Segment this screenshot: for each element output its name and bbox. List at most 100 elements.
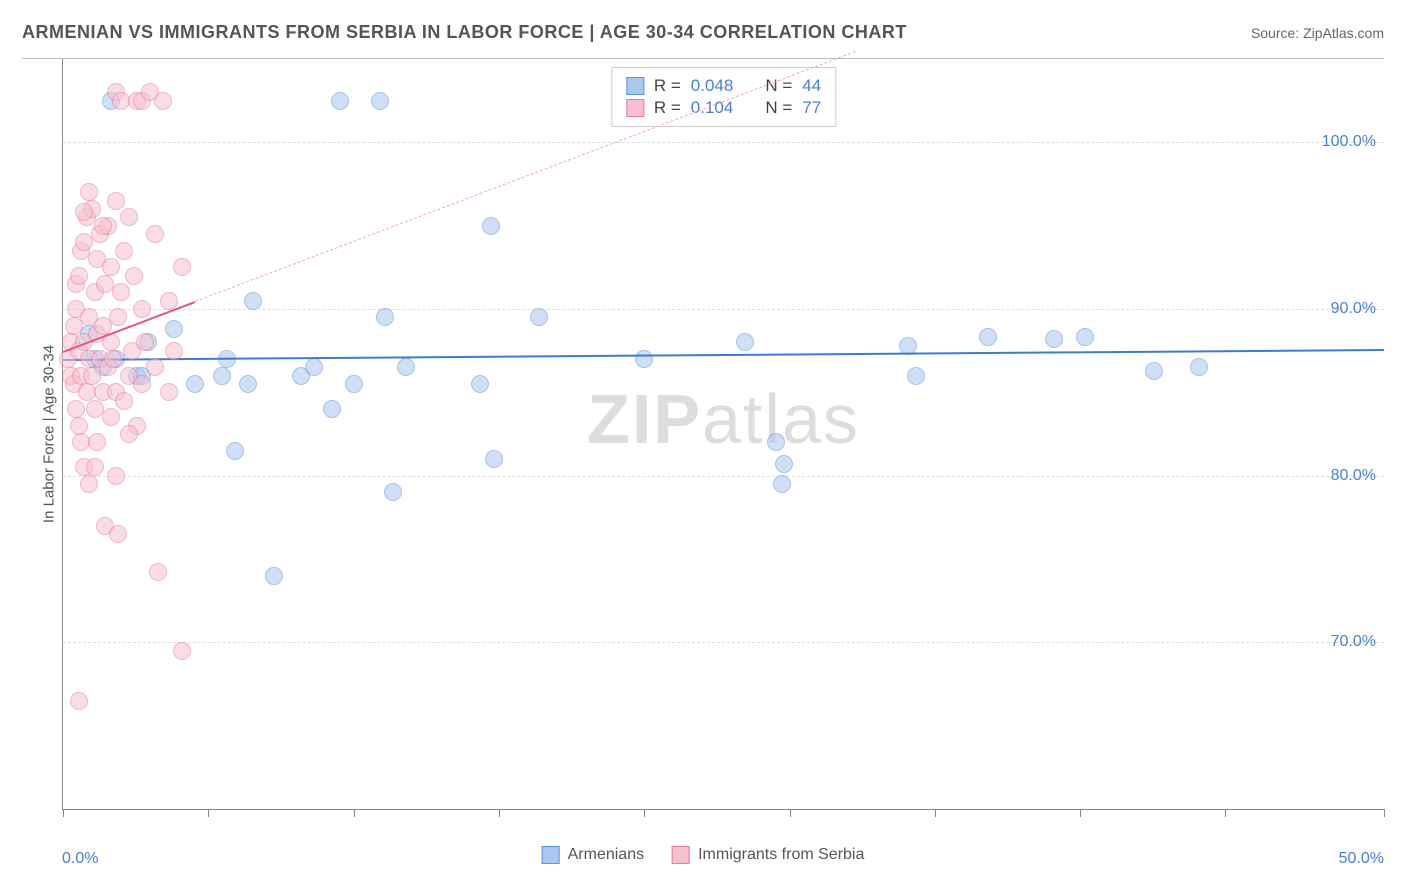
watermark: ZIPatlas (587, 379, 860, 459)
x-tick (644, 809, 645, 817)
data-point-serbia (94, 217, 112, 235)
stats-row-armenians: R =0.048N =44 (626, 76, 821, 96)
data-point-serbia (70, 267, 88, 285)
stat-n-value: 44 (802, 76, 821, 96)
data-point-armenians (265, 567, 283, 585)
data-point-serbia (107, 192, 125, 210)
x-tick (499, 809, 500, 817)
data-point-serbia (102, 408, 120, 426)
data-point-armenians (397, 358, 415, 376)
source-prefix: Source: (1251, 25, 1303, 41)
data-point-armenians (1045, 330, 1063, 348)
data-point-serbia (70, 417, 88, 435)
data-point-armenians (323, 400, 341, 418)
data-point-serbia (149, 563, 167, 581)
data-point-armenians (485, 450, 503, 468)
data-point-serbia (173, 258, 191, 276)
x-tick (790, 809, 791, 817)
correlation-stats-box: R =0.048N =44R = 0.104 N = 77 (611, 67, 836, 127)
data-point-serbia (133, 375, 151, 393)
data-point-serbia (115, 242, 133, 260)
data-point-serbia (75, 203, 93, 221)
data-point-armenians (635, 350, 653, 368)
legend-label: Immigrants from Serbia (698, 846, 864, 864)
data-point-armenians (165, 320, 183, 338)
x-tick-last: 50.0% (1339, 850, 1384, 868)
x-tick (935, 809, 936, 817)
gridline-h (63, 142, 1384, 143)
data-point-armenians (530, 308, 548, 326)
trendline-armenians (63, 349, 1384, 361)
data-point-serbia (160, 292, 178, 310)
data-point-serbia (120, 208, 138, 226)
gridline-h (63, 476, 1384, 477)
data-point-serbia (80, 183, 98, 201)
data-point-armenians (213, 367, 231, 385)
data-point-armenians (331, 92, 349, 110)
x-tick-first: 0.0% (62, 850, 98, 868)
data-point-serbia (80, 475, 98, 493)
legend-label: Armenians (568, 846, 644, 864)
legend-swatch-armenians (542, 846, 560, 864)
data-point-serbia (70, 692, 88, 710)
data-point-serbia (107, 467, 125, 485)
x-tick (1384, 809, 1385, 817)
x-tick (208, 809, 209, 817)
data-point-armenians (907, 367, 925, 385)
data-point-armenians (239, 375, 257, 393)
plot-area: In Labor Force | Age 30-34 ZIPatlas R =0… (62, 59, 1384, 810)
stat-r-value: 0.104 (691, 98, 734, 118)
gridline-h (63, 642, 1384, 643)
data-point-armenians (226, 442, 244, 460)
data-point-armenians (482, 217, 500, 235)
x-tick (63, 809, 64, 817)
stat-n-value: 77 (802, 98, 821, 118)
legend-item-armenians: Armenians (542, 846, 644, 864)
data-point-serbia (173, 642, 191, 660)
data-point-serbia (88, 433, 106, 451)
data-point-serbia (120, 425, 138, 443)
legend-swatch-serbia (626, 99, 644, 117)
x-tick (1225, 809, 1226, 817)
chart-container: In Labor Force | Age 30-34 ZIPatlas R =0… (22, 58, 1384, 870)
data-point-armenians (345, 375, 363, 393)
chart-title: ARMENIAN VS IMMIGRANTS FROM SERBIA IN LA… (22, 22, 907, 43)
data-point-serbia (125, 267, 143, 285)
data-point-serbia (104, 350, 122, 368)
y-tick-label: 90.0% (1331, 300, 1376, 318)
data-point-serbia (154, 92, 172, 110)
data-point-serbia (86, 458, 104, 476)
chart-header: ARMENIAN VS IMMIGRANTS FROM SERBIA IN LA… (22, 22, 1384, 43)
watermark-zip: ZIP (587, 380, 702, 458)
source-attribution: Source: ZipAtlas.com (1251, 25, 1384, 41)
data-point-armenians (186, 375, 204, 393)
data-point-armenians (244, 292, 262, 310)
data-point-serbia (102, 258, 120, 276)
data-point-armenians (1076, 328, 1094, 346)
y-tick-label: 70.0% (1331, 633, 1376, 651)
stat-r-label: R = (654, 98, 681, 118)
data-point-serbia (133, 300, 151, 318)
data-point-armenians (736, 333, 754, 351)
data-point-armenians (1145, 362, 1163, 380)
data-point-armenians (384, 483, 402, 501)
data-point-serbia (136, 333, 154, 351)
data-point-serbia (160, 383, 178, 401)
data-point-armenians (773, 475, 791, 493)
gridline-h (63, 309, 1384, 310)
data-point-armenians (471, 375, 489, 393)
data-point-serbia (165, 342, 183, 360)
data-point-serbia (109, 525, 127, 543)
y-axis-label: In Labor Force | Age 30-34 (41, 345, 58, 523)
stat-n-label: N = (765, 98, 792, 118)
data-point-serbia (67, 400, 85, 418)
data-point-serbia (115, 392, 133, 410)
data-point-armenians (979, 328, 997, 346)
source-name: ZipAtlas.com (1303, 25, 1384, 41)
data-point-armenians (767, 433, 785, 451)
data-point-armenians (376, 308, 394, 326)
x-tick (1080, 809, 1081, 817)
series-legend: Armenians Immigrants from Serbia (542, 846, 865, 864)
data-point-armenians (305, 358, 323, 376)
data-point-armenians (1190, 358, 1208, 376)
